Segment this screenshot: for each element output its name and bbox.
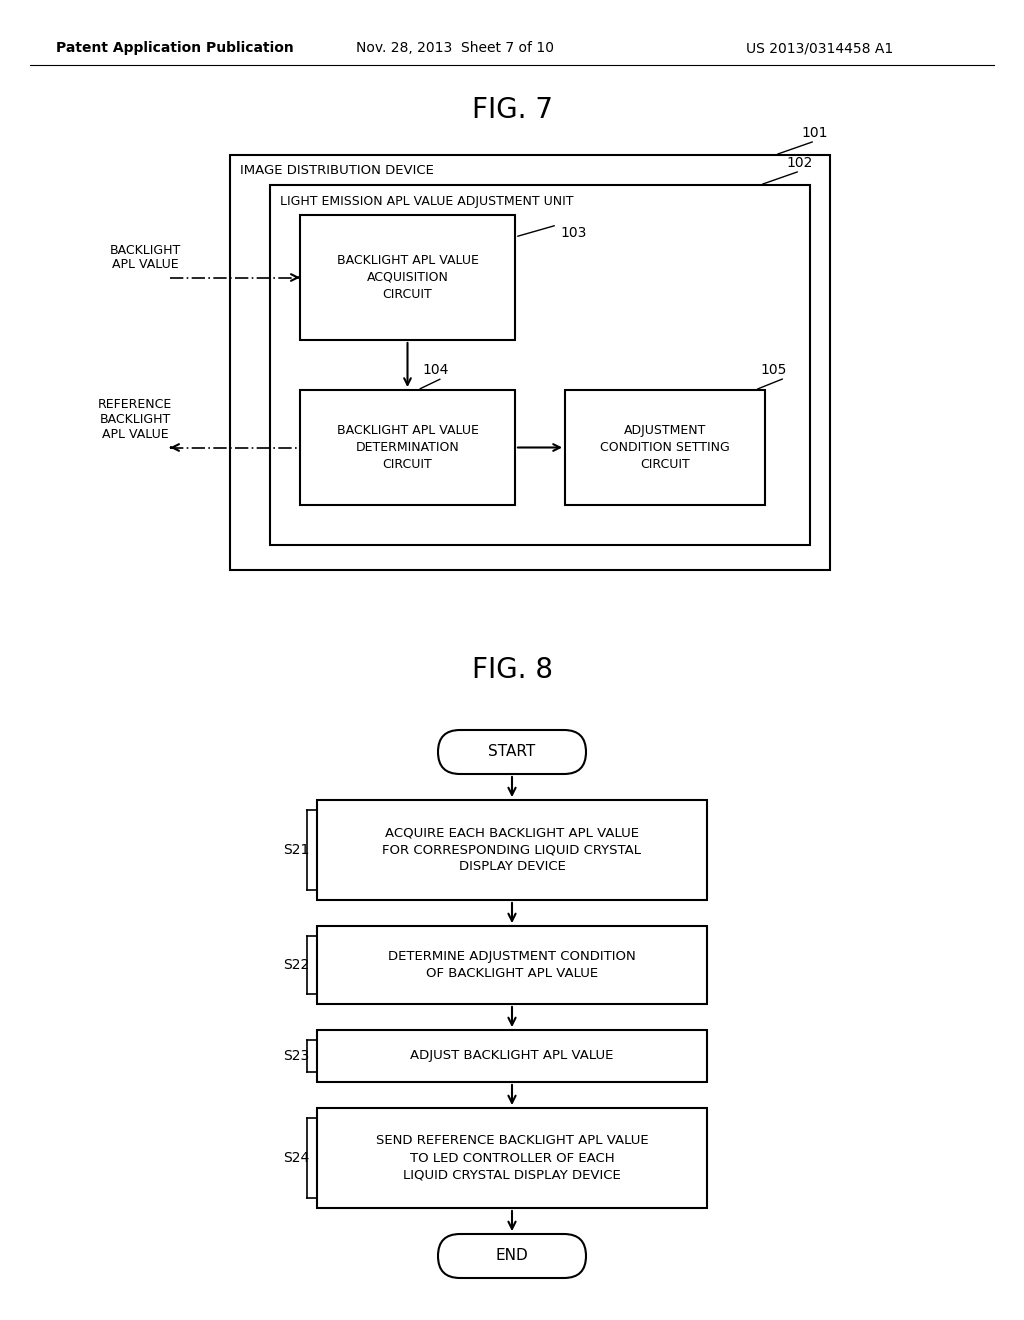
Text: SEND REFERENCE BACKLIGHT APL VALUE
TO LED CONTROLLER OF EACH
LIQUID CRYSTAL DISP: SEND REFERENCE BACKLIGHT APL VALUE TO LE…	[376, 1134, 648, 1181]
Bar	[317, 1030, 707, 1082]
Text: ADJUSTMENT
CONDITION SETTING
CIRCUIT: ADJUSTMENT CONDITION SETTING CIRCUIT	[600, 424, 730, 471]
Text: START: START	[488, 744, 536, 759]
Bar	[270, 185, 810, 545]
Bar	[317, 800, 707, 900]
Text: Patent Application Publication: Patent Application Publication	[56, 41, 294, 55]
Text: LIGHT EMISSION APL VALUE ADJUSTMENT UNIT: LIGHT EMISSION APL VALUE ADJUSTMENT UNIT	[280, 194, 573, 207]
Bar	[565, 389, 765, 506]
Text: 103: 103	[560, 226, 587, 240]
Text: US 2013/0314458 A1: US 2013/0314458 A1	[746, 41, 894, 55]
Text: BACKLIGHT APL VALUE
DETERMINATION
CIRCUIT: BACKLIGHT APL VALUE DETERMINATION CIRCUI…	[337, 424, 478, 471]
Text: BACKLIGHT
APL VALUE: BACKLIGHT APL VALUE	[110, 243, 180, 272]
Text: S21: S21	[283, 843, 309, 857]
Text: 102: 102	[786, 156, 813, 170]
Bar	[300, 215, 515, 341]
Text: REFERENCE
BACKLIGHT
APL VALUE: REFERENCE BACKLIGHT APL VALUE	[98, 399, 172, 441]
Bar	[230, 154, 830, 570]
Text: 104: 104	[423, 363, 449, 378]
Text: DETERMINE ADJUSTMENT CONDITION
OF BACKLIGHT APL VALUE: DETERMINE ADJUSTMENT CONDITION OF BACKLI…	[388, 950, 636, 979]
Bar	[317, 1107, 707, 1208]
Text: IMAGE DISTRIBUTION DEVICE: IMAGE DISTRIBUTION DEVICE	[240, 165, 434, 177]
Text: FIG. 8: FIG. 8	[471, 656, 553, 684]
Bar	[317, 927, 707, 1005]
Text: ACQUIRE EACH BACKLIGHT APL VALUE
FOR CORRESPONDING LIQUID CRYSTAL
DISPLAY DEVICE: ACQUIRE EACH BACKLIGHT APL VALUE FOR COR…	[383, 826, 641, 874]
Text: FIG. 7: FIG. 7	[471, 96, 553, 124]
Text: ADJUST BACKLIGHT APL VALUE: ADJUST BACKLIGHT APL VALUE	[411, 1049, 613, 1063]
Text: Nov. 28, 2013  Sheet 7 of 10: Nov. 28, 2013 Sheet 7 of 10	[356, 41, 554, 55]
Text: 105: 105	[760, 363, 786, 378]
Text: S23: S23	[283, 1049, 309, 1063]
Text: S22: S22	[283, 958, 309, 972]
FancyBboxPatch shape	[438, 730, 586, 774]
Bar	[300, 389, 515, 506]
FancyBboxPatch shape	[438, 1234, 586, 1278]
Text: 101: 101	[802, 125, 828, 140]
Text: END: END	[496, 1249, 528, 1263]
Text: S24: S24	[283, 1151, 309, 1166]
Text: BACKLIGHT APL VALUE
ACQUISITION
CIRCUIT: BACKLIGHT APL VALUE ACQUISITION CIRCUIT	[337, 253, 478, 301]
